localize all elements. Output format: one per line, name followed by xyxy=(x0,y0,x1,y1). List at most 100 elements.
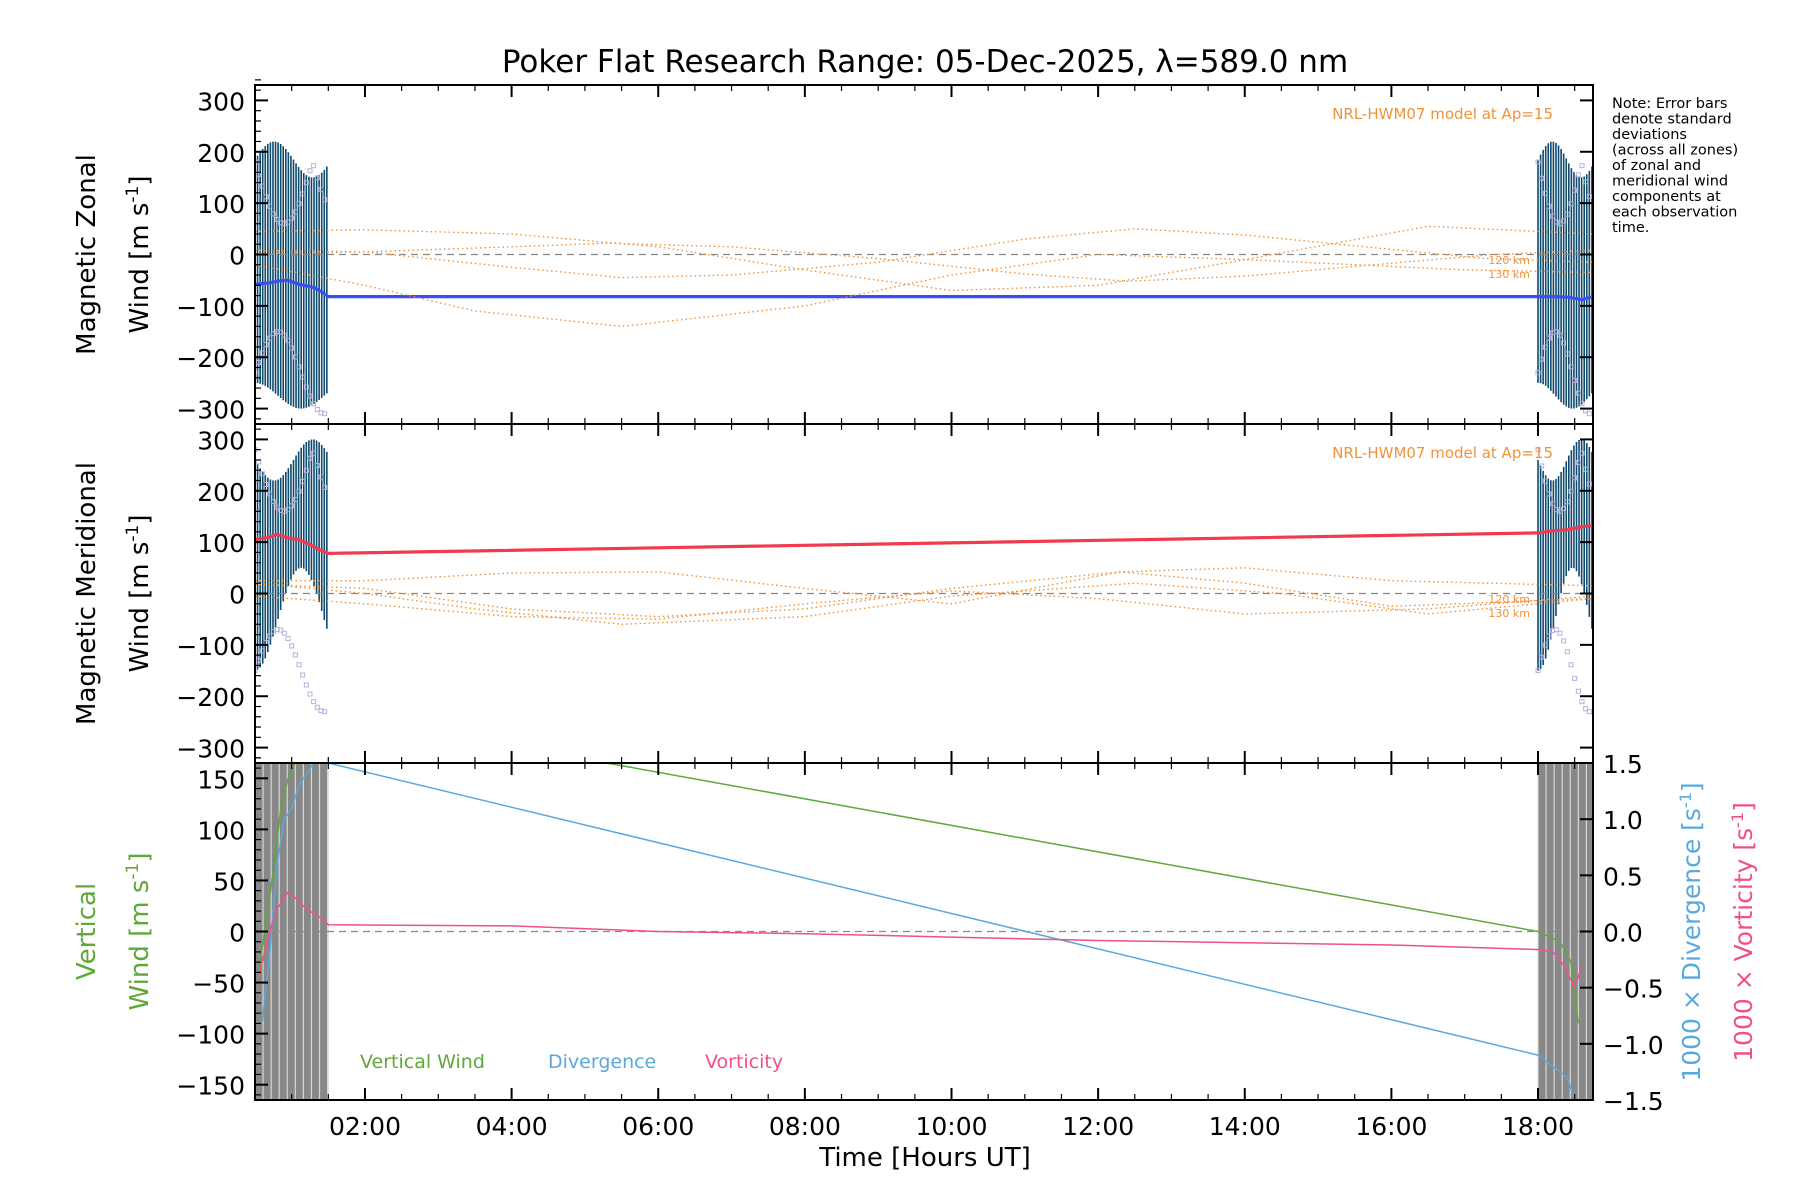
scatter-point xyxy=(303,180,309,186)
legend-item-vorticity: Vorticity xyxy=(705,1051,783,1073)
scatter-point xyxy=(259,183,265,189)
scatter-point xyxy=(285,636,291,642)
note-line: each observation xyxy=(1612,205,1737,221)
scatter-point xyxy=(1583,466,1589,472)
scatter-point xyxy=(259,648,265,654)
scatter-point xyxy=(303,384,309,390)
scatter-point xyxy=(1546,203,1552,209)
scatter-point xyxy=(1572,187,1578,193)
note-line: (across all zones) xyxy=(1612,143,1738,159)
scatter-point xyxy=(1550,501,1556,507)
scatter-point xyxy=(1586,709,1592,715)
scatter-point xyxy=(1575,172,1581,178)
y2-tick-label: −0.5 xyxy=(1603,975,1664,1004)
scatter-point xyxy=(278,627,284,633)
scatter-point xyxy=(303,682,309,688)
scatter-point xyxy=(307,691,313,697)
series-divergence xyxy=(261,763,1576,1100)
note-line: time. xyxy=(1612,220,1649,236)
x-tick-label: 04:00 xyxy=(476,1112,548,1141)
y-tick-label: 300 xyxy=(197,426,245,455)
scatter-point xyxy=(314,462,320,468)
scatter-point xyxy=(300,672,306,678)
scatter-point xyxy=(1535,370,1541,376)
scatter-point xyxy=(296,488,302,494)
note-line: deviations xyxy=(1612,127,1687,143)
scatter-point xyxy=(314,175,320,181)
scatter-point xyxy=(311,450,317,456)
scatter-point xyxy=(1561,218,1567,224)
scatter-point xyxy=(1586,411,1592,417)
scatter-point xyxy=(303,467,309,473)
scatter-point xyxy=(318,186,324,192)
scatter-point xyxy=(322,484,328,490)
scatter-point xyxy=(1579,450,1585,456)
scatter-point xyxy=(1564,351,1570,357)
y-axis-label-line1: Magnetic Zonal xyxy=(72,154,102,355)
scatter-point xyxy=(300,191,306,197)
scatter-point xyxy=(307,393,313,399)
x-tick-label: 02:00 xyxy=(329,1112,401,1141)
scatter-point xyxy=(259,350,265,356)
scatter-point xyxy=(1572,475,1578,481)
panel-plot-area xyxy=(255,439,1593,715)
scatter-point xyxy=(1575,688,1581,694)
scatter-point xyxy=(1583,706,1589,712)
scatter-point xyxy=(1539,175,1545,181)
scatter-point xyxy=(1568,662,1574,668)
scatter-point xyxy=(300,374,306,380)
scatter-point xyxy=(1557,221,1563,227)
model-altitude-label: 130 km xyxy=(1488,268,1530,281)
y-tick-label: 300 xyxy=(197,87,245,116)
y-tick-label: 150 xyxy=(197,765,245,794)
series-meridional-wind xyxy=(255,524,1593,556)
y-tick-label: −300 xyxy=(176,735,245,764)
scatter-point xyxy=(311,163,317,169)
scatter-point xyxy=(1586,193,1592,199)
y2-tick-label: 0.0 xyxy=(1603,919,1643,948)
scatter-point xyxy=(270,499,276,505)
scatter-point xyxy=(267,633,273,639)
scatter-point xyxy=(267,491,273,497)
scatter-point xyxy=(1542,344,1548,350)
scatter-point xyxy=(1583,179,1589,185)
legend-item-divergence: Divergence xyxy=(548,1051,656,1073)
scatter-point xyxy=(1564,211,1570,217)
y2-tick-label: 0.5 xyxy=(1603,862,1643,891)
y-tick-label: 0 xyxy=(229,242,245,271)
scatter-point xyxy=(255,668,258,674)
scatter-point xyxy=(1579,401,1585,407)
scatter-point xyxy=(1568,488,1574,494)
series-model-130-km xyxy=(255,228,1593,279)
y-tick-label: 0 xyxy=(229,919,245,948)
y-tick-label: 100 xyxy=(197,529,245,558)
scatter-point xyxy=(263,481,269,487)
panel-plot-area xyxy=(255,763,1593,1100)
scatter-point xyxy=(289,215,295,221)
scatter-point xyxy=(289,643,295,649)
scatter-point xyxy=(311,401,317,407)
plot-panels: 300 200 100 0 −100 −200 −300 Magnetic Zonal Wind… xyxy=(72,79,1758,1116)
series-model-envelope-a xyxy=(255,582,1593,625)
scatter-point xyxy=(285,219,291,225)
scatter-point xyxy=(256,359,262,365)
x-axis-label: Time [Hours UT] xyxy=(818,1143,1031,1173)
scatter-point xyxy=(292,209,298,215)
series-zonal-wind xyxy=(255,278,1593,302)
series-model-120-km xyxy=(255,242,1593,282)
x-tick-label: 14:00 xyxy=(1209,1112,1281,1141)
scatter-point xyxy=(1546,491,1552,497)
scatter-point xyxy=(256,657,262,663)
y2-tick-label: 1.0 xyxy=(1603,806,1643,835)
scatter-point xyxy=(1575,390,1581,396)
panel-meridional: 300 200 100 0 −100 −200 −300 Magnetic Meridiona… xyxy=(72,418,1594,764)
y-axis-label-line2: Wind [m s-1] xyxy=(123,515,155,673)
scatter-point xyxy=(1564,649,1570,655)
scatter-point xyxy=(274,216,280,222)
y-tick-label: 100 xyxy=(197,816,245,845)
y2-tick-label: 1.5 xyxy=(1603,750,1643,779)
y2-tick-label: −1.5 xyxy=(1603,1087,1664,1116)
scatter-point xyxy=(1550,213,1556,219)
series-model-envelope-a xyxy=(255,225,1593,292)
